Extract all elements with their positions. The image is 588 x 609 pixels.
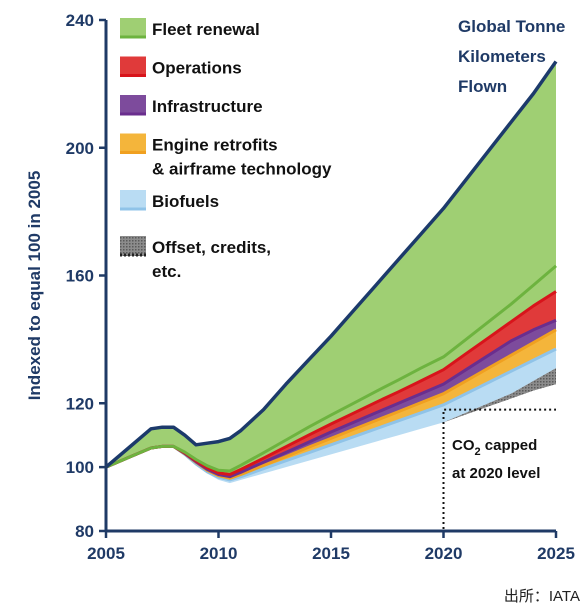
- x-tick-label: 2025: [537, 544, 575, 563]
- y-axis-label: Indexed to equal 100 in 2005: [25, 171, 44, 401]
- legend-swatch-offset-credits: [120, 236, 146, 256]
- legend-swatch-biofuels: [120, 190, 146, 210]
- gtk-callout: Global Tonne Kilometers Flown: [458, 17, 565, 96]
- line-fleet-renewal: [105, 264, 557, 473]
- legend: Fleet renewal Operations Infrastructure Eng…: [120, 18, 332, 281]
- legend-label-cont: etc.: [152, 262, 181, 281]
- y-tick-label: 160: [66, 267, 94, 286]
- y-tick-label: 80: [75, 522, 94, 541]
- legend-label-fleet-renewal: Fleet renewal: [152, 20, 260, 39]
- legend-swatch-infrastructure: [120, 95, 146, 115]
- legend-label-infrastructure: Infrastructure: [152, 97, 263, 116]
- annotation-line-2: at 2020 level: [452, 465, 540, 482]
- callout-line: Flown: [458, 77, 507, 96]
- edge-lines: [104, 60, 558, 482]
- area-layers: [106, 61, 556, 484]
- x-tick-label: 2005: [87, 544, 125, 563]
- y-tick-label: 200: [66, 139, 94, 158]
- tick-labels: 2005 2010 2015 2020 2025 80 100 120 160 200 240: [66, 11, 575, 563]
- co2-annotation: CO2 capped at 2020 level: [442, 408, 556, 529]
- legend-label-biofuels: Biofuels: [152, 192, 219, 211]
- source-label: 出所：IATA: [504, 588, 580, 605]
- callout-line: Kilometers: [458, 47, 546, 66]
- legend-swatch-engine-retrofits: [120, 133, 146, 154]
- x-tick-label: 2015: [312, 544, 350, 563]
- x-tick-label: 2010: [200, 544, 238, 563]
- legend-swatch-operations: [120, 56, 146, 77]
- y-tick-label: 240: [66, 11, 94, 30]
- legend-label-offset-credits: Offset, credits,: [152, 238, 271, 257]
- legend-swatch-fleet-renewal: [120, 18, 146, 38]
- y-tick-label: 100: [66, 458, 94, 477]
- legend-label-engine-retrofits: Engine retrofits: [152, 136, 278, 155]
- callout-line: Global Tonne: [458, 17, 565, 36]
- legend-label-operations: Operations: [152, 59, 242, 78]
- x-tick-label: 2020: [425, 544, 463, 563]
- area-fleet-renewal: [106, 61, 556, 475]
- annotation-line-1: CO2 capped: [452, 437, 537, 458]
- legend-label-cont: & airframe technology: [152, 160, 332, 179]
- y-tick-label: 120: [66, 394, 94, 413]
- line-global-tonne-kilometers: [104, 60, 558, 469]
